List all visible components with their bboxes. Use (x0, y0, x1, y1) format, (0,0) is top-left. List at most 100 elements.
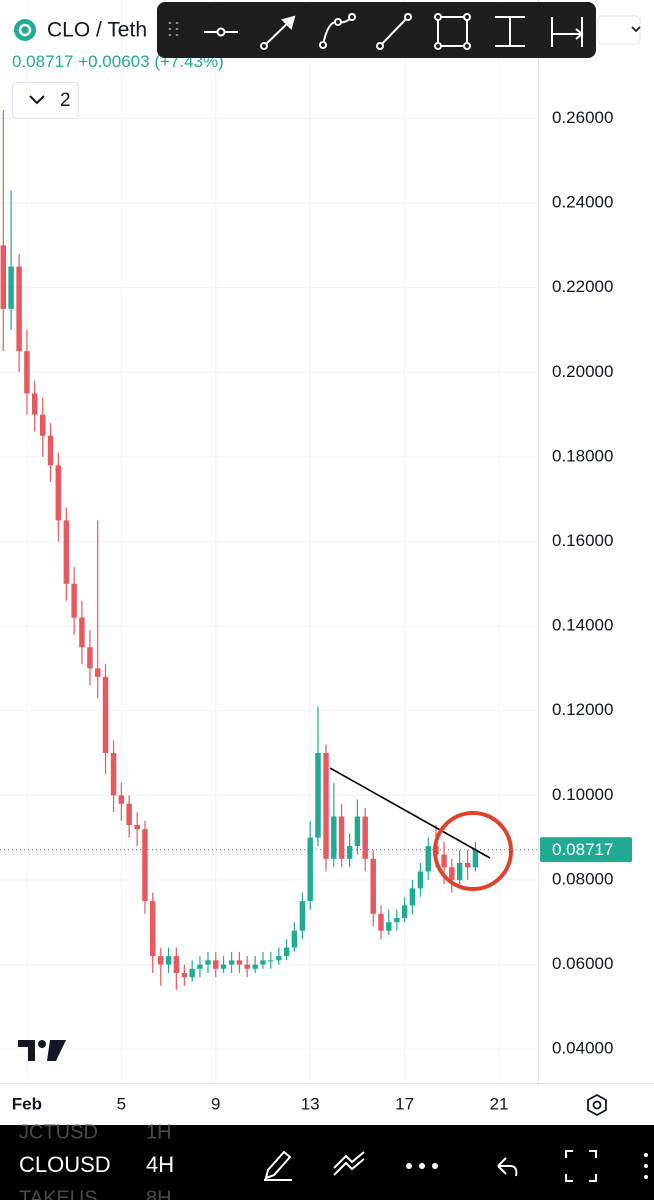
candle-body (299, 901, 306, 931)
candle-body (228, 960, 235, 965)
candle-body (449, 867, 455, 880)
candle-body (338, 816, 345, 859)
overlay (329, 767, 513, 891)
candle-body (370, 858, 376, 914)
price: 0.08717 (12, 52, 73, 71)
interval[interactable]: 4H (146, 1152, 174, 1177)
undo-icon[interactable] (497, 1157, 518, 1177)
candle-body (0, 245, 7, 309)
draw-icon[interactable] (264, 1150, 292, 1181)
candle-body (102, 676, 109, 754)
icon (404, 13, 412, 21)
candle-body (189, 968, 195, 978)
trend-line (329, 767, 491, 859)
y-tick-label: 0.08000 (552, 869, 613, 888)
candle-body (394, 918, 400, 923)
candle-body (323, 753, 329, 859)
candle-body (441, 854, 447, 868)
candle-body (55, 465, 62, 521)
candle-body (87, 647, 93, 669)
more-icon[interactable] (406, 1153, 648, 1179)
time-axis-bg (0, 1083, 654, 1125)
prev-symbol[interactable]: JCTUSD (19, 1121, 98, 1143)
prev-interval[interactable]: 1H (146, 1121, 172, 1143)
dropdown-chevron (631, 26, 641, 33)
logo-part (28, 1040, 35, 1061)
candle-body (260, 960, 266, 965)
candle-body (244, 964, 250, 969)
logo-part (47, 1040, 66, 1061)
icon (348, 13, 356, 21)
icon (575, 28, 584, 40)
dot (644, 1164, 648, 1168)
symbol-logo (14, 19, 36, 41)
candle-body (197, 964, 203, 969)
tool-horizontal-ray[interactable] (204, 27, 238, 37)
y-tick-label: 0.24000 (552, 193, 613, 212)
logo-part (38, 1040, 46, 1048)
candle-body (472, 849, 479, 868)
grid (0, 0, 538, 1083)
dropdown[interactable] (597, 15, 641, 45)
icon (463, 42, 471, 50)
x-tick-label: Feb (12, 1094, 42, 1113)
next-interval[interactable]: 8H (146, 1187, 172, 1200)
candle-body (158, 956, 164, 965)
symbol-title[interactable]: CLO / Teth (47, 19, 147, 42)
x-tick-label: 17 (395, 1094, 414, 1113)
icon (463, 13, 471, 21)
next-symbol[interactable]: TAKEUS (19, 1187, 98, 1200)
change: +0.00603 (78, 52, 149, 71)
symbol[interactable]: CLOUSD (19, 1152, 111, 1177)
candle-body (456, 863, 463, 880)
tool-price-range[interactable] (495, 16, 525, 47)
x-tick-label: 5 (117, 1094, 126, 1113)
candle-body (63, 520, 70, 584)
indicator-toggle[interactable] (12, 82, 79, 119)
candle-body (95, 668, 101, 677)
tool-rectangle[interactable] (434, 13, 471, 50)
tool-arrow[interactable] (260, 15, 296, 50)
tradingview-logo (18, 1040, 66, 1061)
icon (334, 18, 342, 26)
candle-body (283, 947, 290, 957)
candles (0, 109, 538, 990)
bottom-bar-bg (0, 1125, 654, 1200)
candle-body (47, 435, 54, 466)
candle-body (31, 393, 38, 415)
candle-body (142, 829, 148, 902)
candle-body (307, 837, 313, 902)
dot (644, 1153, 648, 1157)
header: CLO / Teth 0.08717 +0.00603 (+7.43%) 2 (12, 15, 641, 119)
x-tick-label: 9 (211, 1094, 220, 1113)
fullscreen-icon[interactable] (565, 1150, 597, 1182)
icon (379, 16, 409, 47)
candle-body (417, 871, 424, 889)
candle-body (346, 846, 353, 859)
icon (434, 42, 442, 50)
candle-body (110, 753, 117, 796)
y-tick-label: 0.22000 (552, 277, 613, 296)
candle-body (134, 824, 140, 830)
candle-body (220, 964, 227, 969)
candle-body (165, 956, 172, 965)
tool-path[interactable] (319, 13, 356, 49)
candle-body (181, 973, 188, 978)
candle-body (425, 846, 431, 872)
candle-body (126, 803, 132, 825)
candle-body (401, 905, 408, 919)
candle-body (464, 863, 471, 868)
candle-body (315, 753, 321, 838)
indicator-count: 2 (60, 90, 71, 111)
tool-date-range[interactable] (551, 17, 584, 47)
x-tick-label: 21 (490, 1094, 509, 1113)
candle-body (79, 617, 85, 648)
candle-body (213, 960, 219, 969)
tool-trend-line[interactable] (376, 13, 412, 50)
settings-icon[interactable] (587, 1093, 607, 1117)
indicators-icon[interactable] (333, 1151, 365, 1176)
candle-body (40, 414, 46, 436)
dot (644, 1175, 648, 1179)
